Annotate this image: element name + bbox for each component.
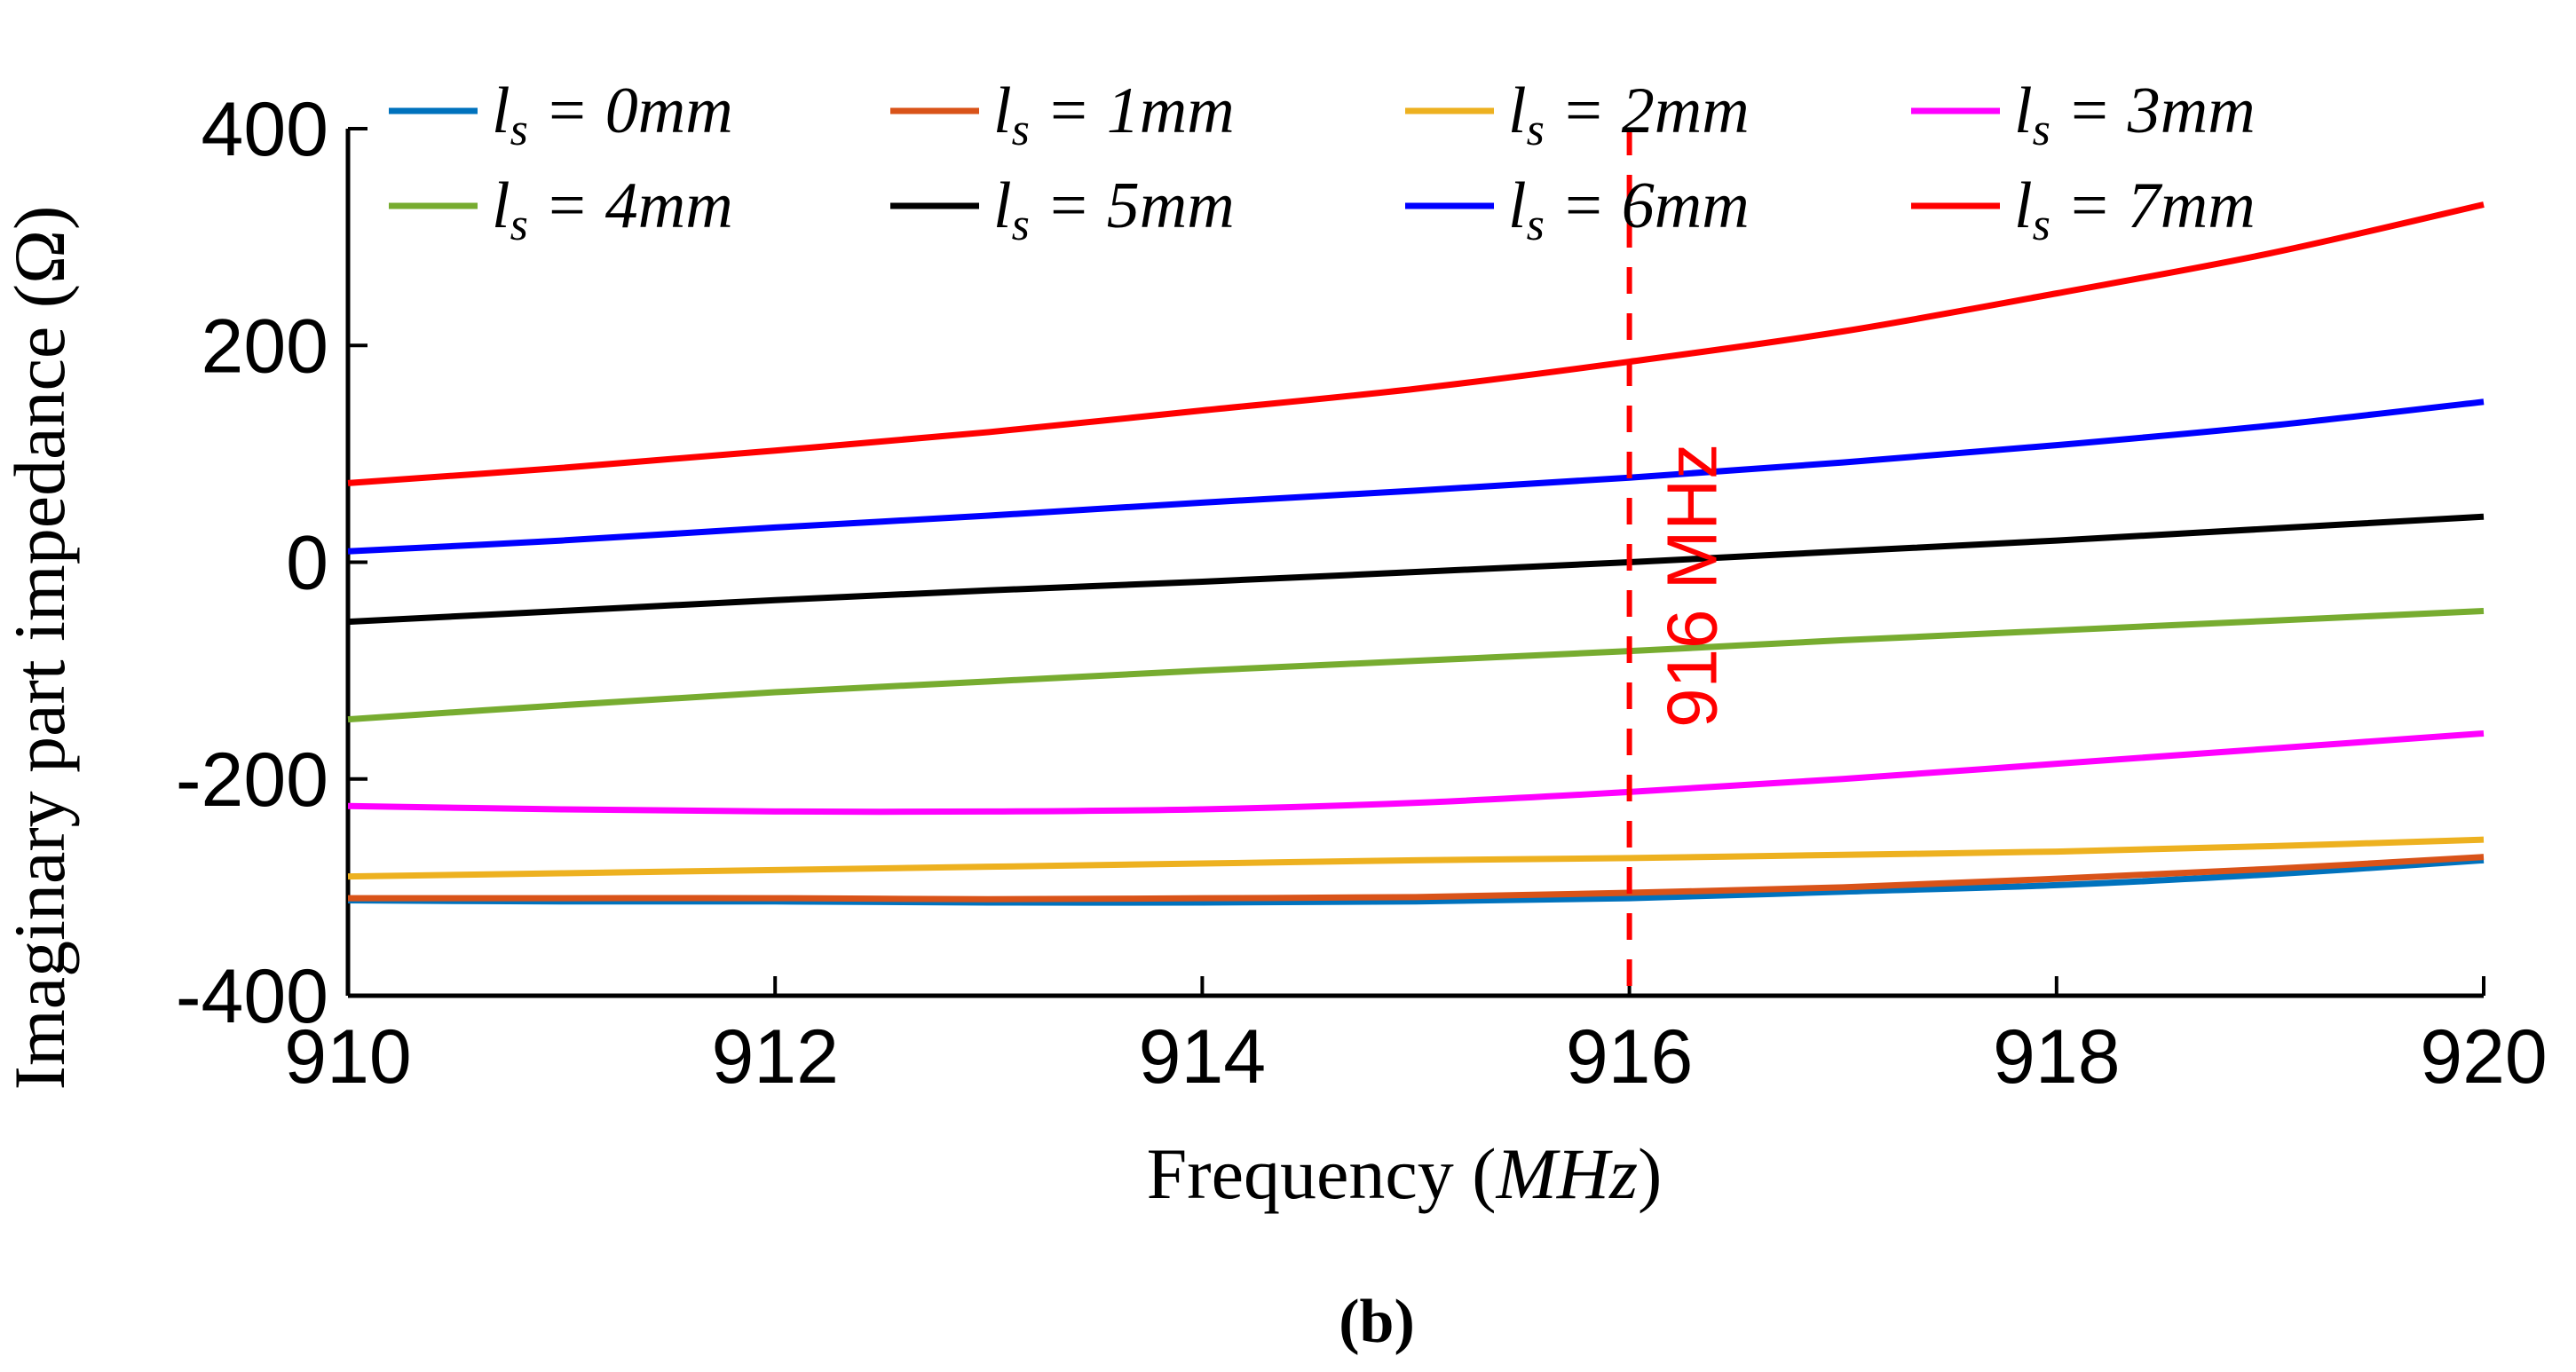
- figure-caption: (b): [1339, 1288, 1415, 1356]
- legend-label-1: ls = 1mm: [993, 75, 1235, 155]
- y-tick-label: 0: [286, 521, 328, 606]
- axes: [345, 127, 2485, 998]
- legend-label-6: ls = 6mm: [1508, 170, 1750, 250]
- annotation: 916 MHz: [1626, 129, 1732, 996]
- legend-label-5: ls = 5mm: [993, 170, 1235, 250]
- series-line-7: [347, 201, 2485, 486]
- x-tick-label: 918: [1993, 1014, 2121, 1100]
- legend-label-3: ls = 3mm: [2014, 75, 2256, 155]
- x-tick-label: 914: [1139, 1014, 1267, 1100]
- tick-labels: 910 912 914 916 918 920 400 200 0 -200 -400: [176, 87, 2548, 1100]
- legend-label-7: ls = 7mm: [2014, 170, 2256, 250]
- series-line-2: [347, 836, 2485, 880]
- x-tick-label: 916: [1566, 1014, 1694, 1100]
- marker-label: 916 MHz: [1653, 444, 1732, 728]
- x-tick-label: 920: [2420, 1014, 2548, 1100]
- x-axis-label: Frequency (MHz): [1147, 1133, 1663, 1214]
- series-line-6: [347, 398, 2485, 555]
- x-tick-label: 912: [711, 1014, 839, 1100]
- y-tick-label: -200: [176, 737, 328, 823]
- legend-label-4: ls = 4mm: [492, 170, 733, 250]
- y-tick-label: -400: [176, 954, 328, 1039]
- series-line-1: [348, 854, 2485, 903]
- y-axis-label: Imaginary part impedance (Ω): [0, 206, 80, 1091]
- y-tick-label: 200: [201, 304, 329, 389]
- legend: ls = 0mm ls = 1mm ls = 2mm ls = 3mm ls = 4mm…: [389, 75, 2256, 250]
- series-line-4: [347, 607, 2485, 723]
- legend-label-2: ls = 2mm: [1508, 75, 1750, 155]
- y-tick-label: 400: [201, 87, 329, 172]
- x-tick-label: 910: [284, 1014, 412, 1100]
- series-lines: [347, 201, 2485, 906]
- series-line-5: [347, 513, 2485, 626]
- series-line-3: [347, 729, 2485, 816]
- series-line-0: [347, 856, 2485, 906]
- legend-label-0: ls = 0mm: [492, 75, 733, 155]
